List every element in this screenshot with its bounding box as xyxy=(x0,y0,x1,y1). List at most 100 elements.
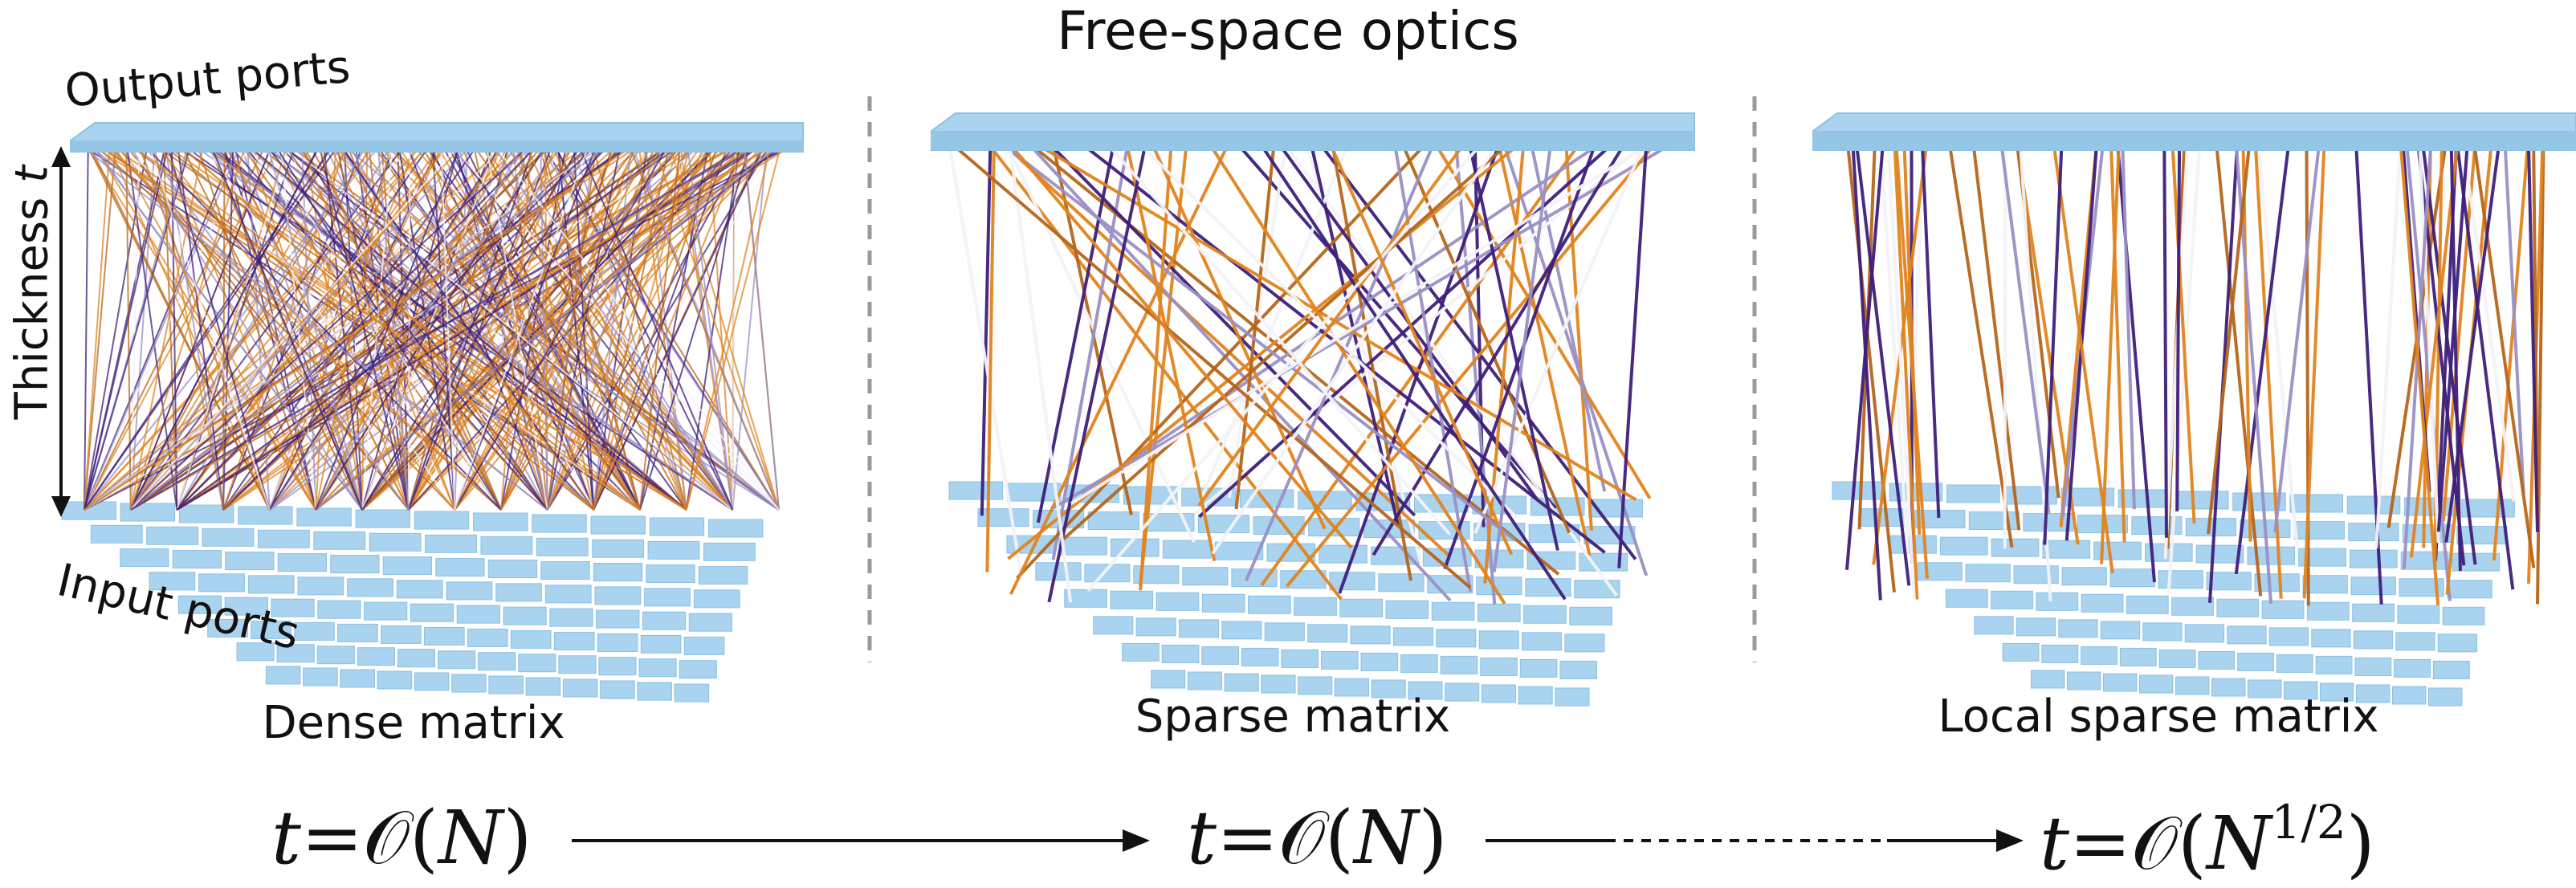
link-line xyxy=(84,149,633,511)
link-line xyxy=(315,149,755,511)
link-line xyxy=(183,149,363,511)
thickness-arrow xyxy=(51,146,71,517)
input-port-cube xyxy=(2081,646,2117,665)
input-port-cube xyxy=(703,542,756,561)
input-port-cube xyxy=(1392,627,1433,646)
link-line xyxy=(361,149,691,511)
link-line xyxy=(2234,145,2290,575)
link-line xyxy=(130,149,662,511)
input-port-cube xyxy=(2437,633,2478,653)
input-port-cube xyxy=(1350,625,1391,645)
input-port-cube xyxy=(2302,575,2348,594)
figure-title: Free-space optics xyxy=(1057,0,1519,62)
link-line xyxy=(2449,145,2462,572)
input-port-cube xyxy=(2261,600,2305,619)
input-port-cube xyxy=(473,512,528,532)
link-line xyxy=(2043,145,2064,545)
link-line xyxy=(1846,145,1896,593)
link-line xyxy=(2444,145,2501,543)
input-port-cube xyxy=(503,606,547,625)
input-port-cube xyxy=(1408,681,1443,700)
input-port-cube xyxy=(120,503,176,522)
input-port-cube xyxy=(2397,605,2440,624)
input-port-cube xyxy=(1436,629,1477,648)
input-port-cube xyxy=(2394,658,2431,678)
input-port-cube xyxy=(381,625,422,644)
input-port-cube xyxy=(1320,650,1359,670)
input-port-cube xyxy=(540,561,590,580)
link-line xyxy=(355,149,410,511)
input-port-grid xyxy=(1832,481,2515,707)
link-line xyxy=(1086,144,1482,593)
input-port-cube xyxy=(525,677,561,696)
input-port-cube xyxy=(1480,657,1518,676)
input-port-cube xyxy=(2175,676,2210,695)
link-line xyxy=(744,149,780,511)
input-port-cube xyxy=(2254,573,2300,593)
link-line xyxy=(593,149,687,511)
input-port-cube xyxy=(2216,598,2260,617)
input-port-cube xyxy=(532,514,587,533)
link-line xyxy=(2003,145,2007,549)
input-port-cube xyxy=(1968,511,2020,531)
input-port-cube xyxy=(2195,544,2244,564)
link-line xyxy=(129,149,348,511)
input-port-cube xyxy=(456,605,500,624)
input-port-cube xyxy=(2081,593,2124,613)
local-sparse-matrix-panel xyxy=(1812,112,2576,707)
panel-label-sparse: Sparse matrix xyxy=(1135,690,1451,743)
link-line xyxy=(212,149,363,511)
input-port-cube xyxy=(1445,682,1480,702)
input-port-cube xyxy=(337,623,378,642)
link-line xyxy=(654,149,780,511)
link-line xyxy=(110,149,502,511)
input-port-cube xyxy=(251,620,291,639)
link-line xyxy=(84,149,331,511)
link-line xyxy=(466,149,641,511)
link-line xyxy=(2409,145,2460,558)
input-port-cube xyxy=(1201,593,1245,613)
input-port-cube xyxy=(2320,682,2354,702)
input-port-cube xyxy=(2023,513,2074,532)
input-port-cube xyxy=(369,532,422,552)
link-line xyxy=(129,149,424,511)
link-line xyxy=(1051,145,1133,515)
input-port-cube xyxy=(467,628,508,647)
input-port-cube xyxy=(2171,597,2214,616)
link-line xyxy=(1492,145,1552,572)
link-line xyxy=(1009,145,1229,595)
output-port-plate-front xyxy=(1813,131,2576,150)
input-port-cube xyxy=(480,536,533,555)
link-line xyxy=(948,145,1023,575)
input-port-cube xyxy=(2036,592,2079,611)
link-line xyxy=(149,149,271,511)
link-line xyxy=(428,149,548,511)
input-port-cube xyxy=(2117,489,2172,508)
input-port-cube xyxy=(396,580,443,599)
link-line xyxy=(546,149,745,511)
input-port-cube xyxy=(364,601,408,621)
input-port-cube xyxy=(2432,660,2470,679)
input-port-cube xyxy=(207,618,248,637)
link-line xyxy=(1286,144,1656,588)
link-line xyxy=(361,149,393,511)
link-line xyxy=(222,149,592,511)
input-port-cube xyxy=(948,481,1004,500)
input-port-cube xyxy=(553,631,595,650)
link-line xyxy=(500,149,532,511)
input-port-cube xyxy=(177,595,222,614)
input-port-cube xyxy=(644,588,691,607)
formula-local: t=𝒪(N1/2) xyxy=(2040,795,2375,886)
link-line xyxy=(685,149,781,511)
input-port-cube xyxy=(1974,616,2014,635)
link-line xyxy=(1372,144,1625,556)
link-line xyxy=(1855,145,1911,586)
input-port-cube xyxy=(2349,549,2398,568)
link-line xyxy=(1879,145,1910,555)
input-port-cube xyxy=(257,529,310,548)
input-port-cube xyxy=(357,647,395,666)
input-port-cube xyxy=(977,508,1029,528)
link-line xyxy=(361,149,676,511)
input-port-cube xyxy=(1264,622,1305,642)
